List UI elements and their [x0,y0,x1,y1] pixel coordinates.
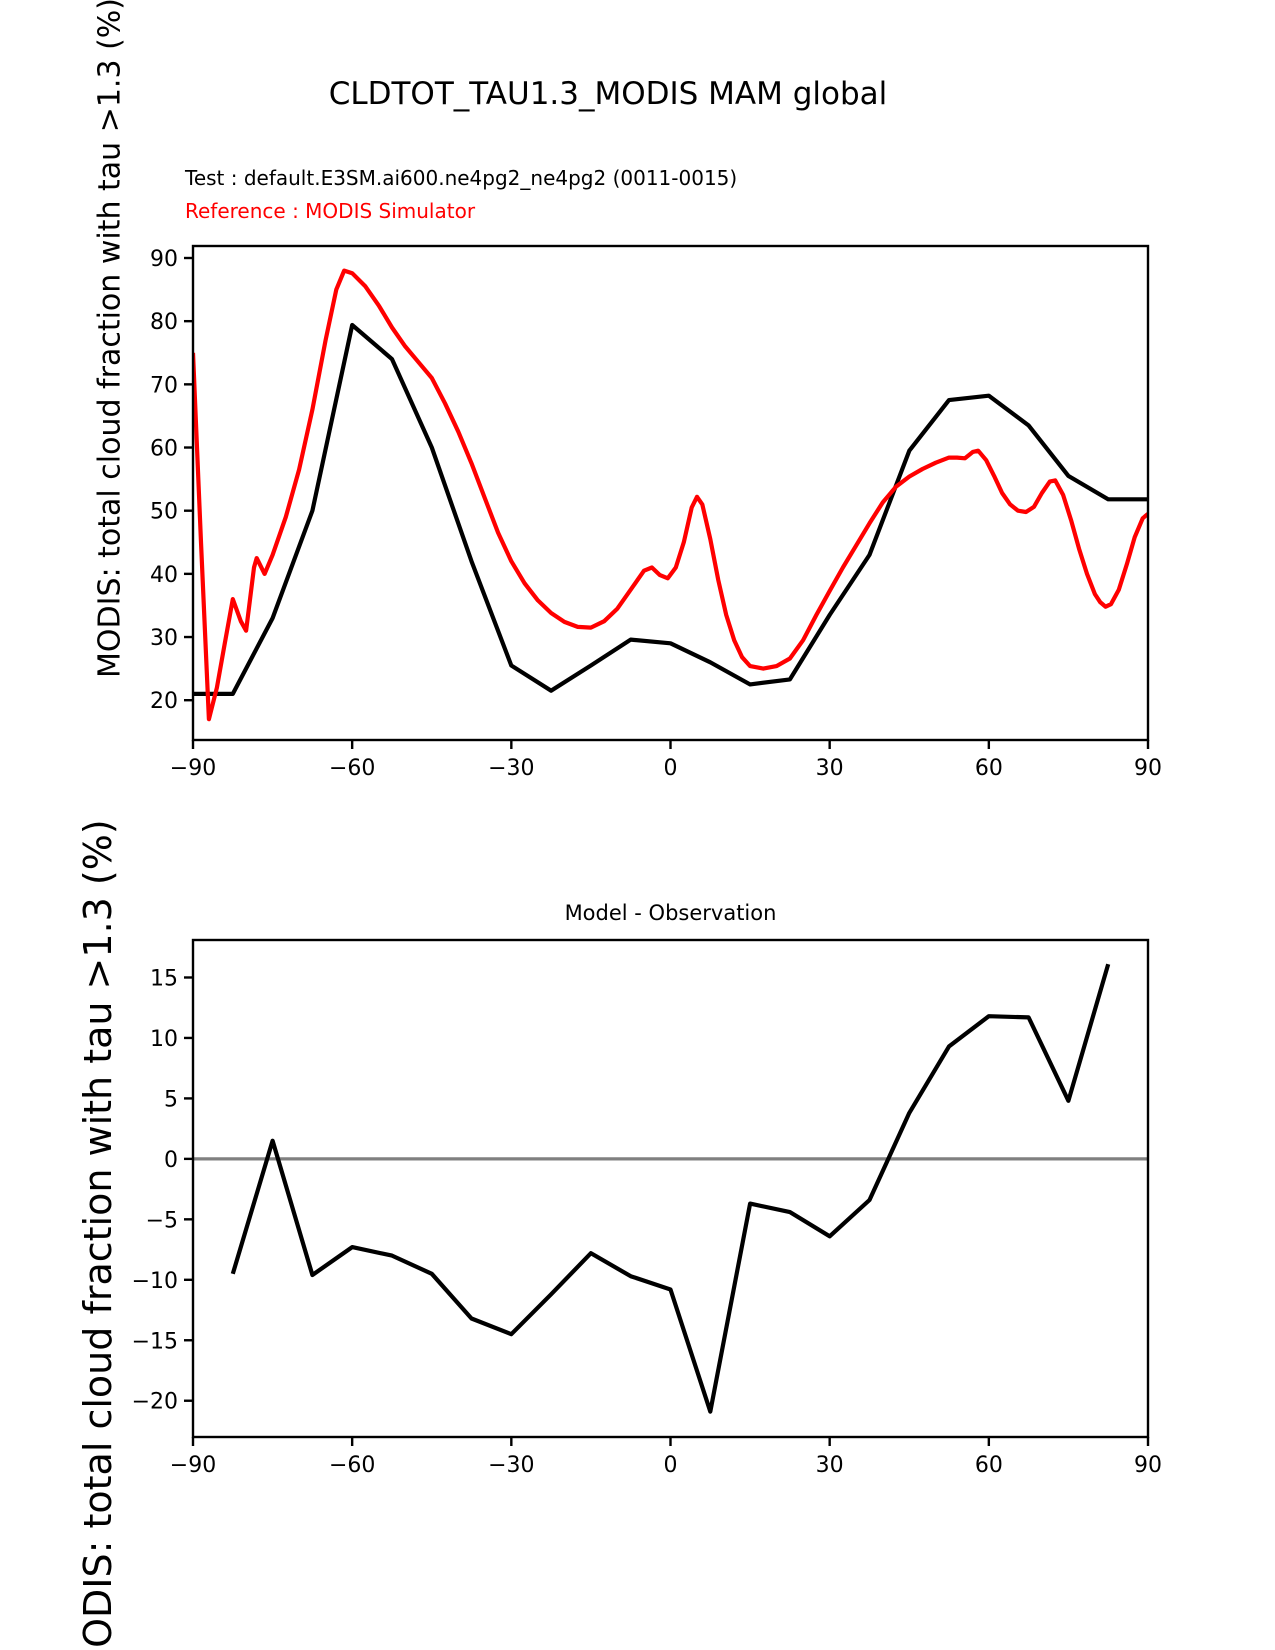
x-tick-label: −60 [329,756,375,781]
y-tick-label: 0 [164,1148,178,1173]
x-tick-label: 30 [816,756,844,781]
top-plot-series-1 [193,268,1148,722]
x-tick-label: 0 [664,1453,678,1478]
top-plot: −90 −60 −30 0 30 60 90 20 30 40 50 60 70 80 90 [150,244,1162,781]
bottom-plot-series-0 [230,963,1111,1414]
y-tick-label: 70 [150,373,178,398]
x-tick-label: −60 [329,1453,375,1478]
x-tick-label: −30 [488,756,534,781]
y-tick-label: 40 [150,563,178,588]
y-tick-label: −20 [132,1390,178,1415]
x-tick-label: −30 [488,1453,534,1478]
y-tick-label: 80 [150,310,178,335]
top-plot-spines [191,244,1150,742]
y-tick-label: −15 [132,1329,178,1354]
y-tick-label: 10 [150,1027,178,1052]
x-tick-label: 30 [816,1453,844,1478]
y-tick-label: −10 [132,1269,178,1294]
bottom-plot-spines [191,938,1150,1439]
top-plot-series-0 [193,322,1148,697]
x-tick-label: 60 [975,1453,1003,1478]
y-tick-label: −5 [146,1208,178,1233]
bottom-plot: −90 −60 −30 0 30 60 90 15 10 5 0 −5 −10 −15 −20 [132,938,1162,1478]
y-tick-label: 90 [150,247,178,272]
x-tick-label: 0 [664,756,678,781]
x-tick-label: 90 [1134,1453,1162,1478]
difference-plot-title: Model - Observation [564,901,777,925]
x-tick-label: −90 [170,1453,216,1478]
y-tick-label: 20 [150,689,178,714]
x-tick-label: 90 [1134,756,1162,781]
y-tick-label: 60 [150,437,178,462]
y-tick-label: 5 [164,1087,178,1112]
x-tick-label: −90 [170,756,216,781]
y-tick-label: 30 [150,626,178,651]
chart-title: CLDTOT_TAU1.3_MODIS MAM global [328,76,888,112]
test-label: Test : default.E3SM.ai600.ne4pg2_ne4pg2 … [185,166,738,190]
reference-label: Reference : MODIS Simulator [185,199,476,223]
x-tick-label: 60 [975,756,1003,781]
y-tick-label: 50 [150,500,178,525]
y-tick-label: 15 [150,966,178,991]
